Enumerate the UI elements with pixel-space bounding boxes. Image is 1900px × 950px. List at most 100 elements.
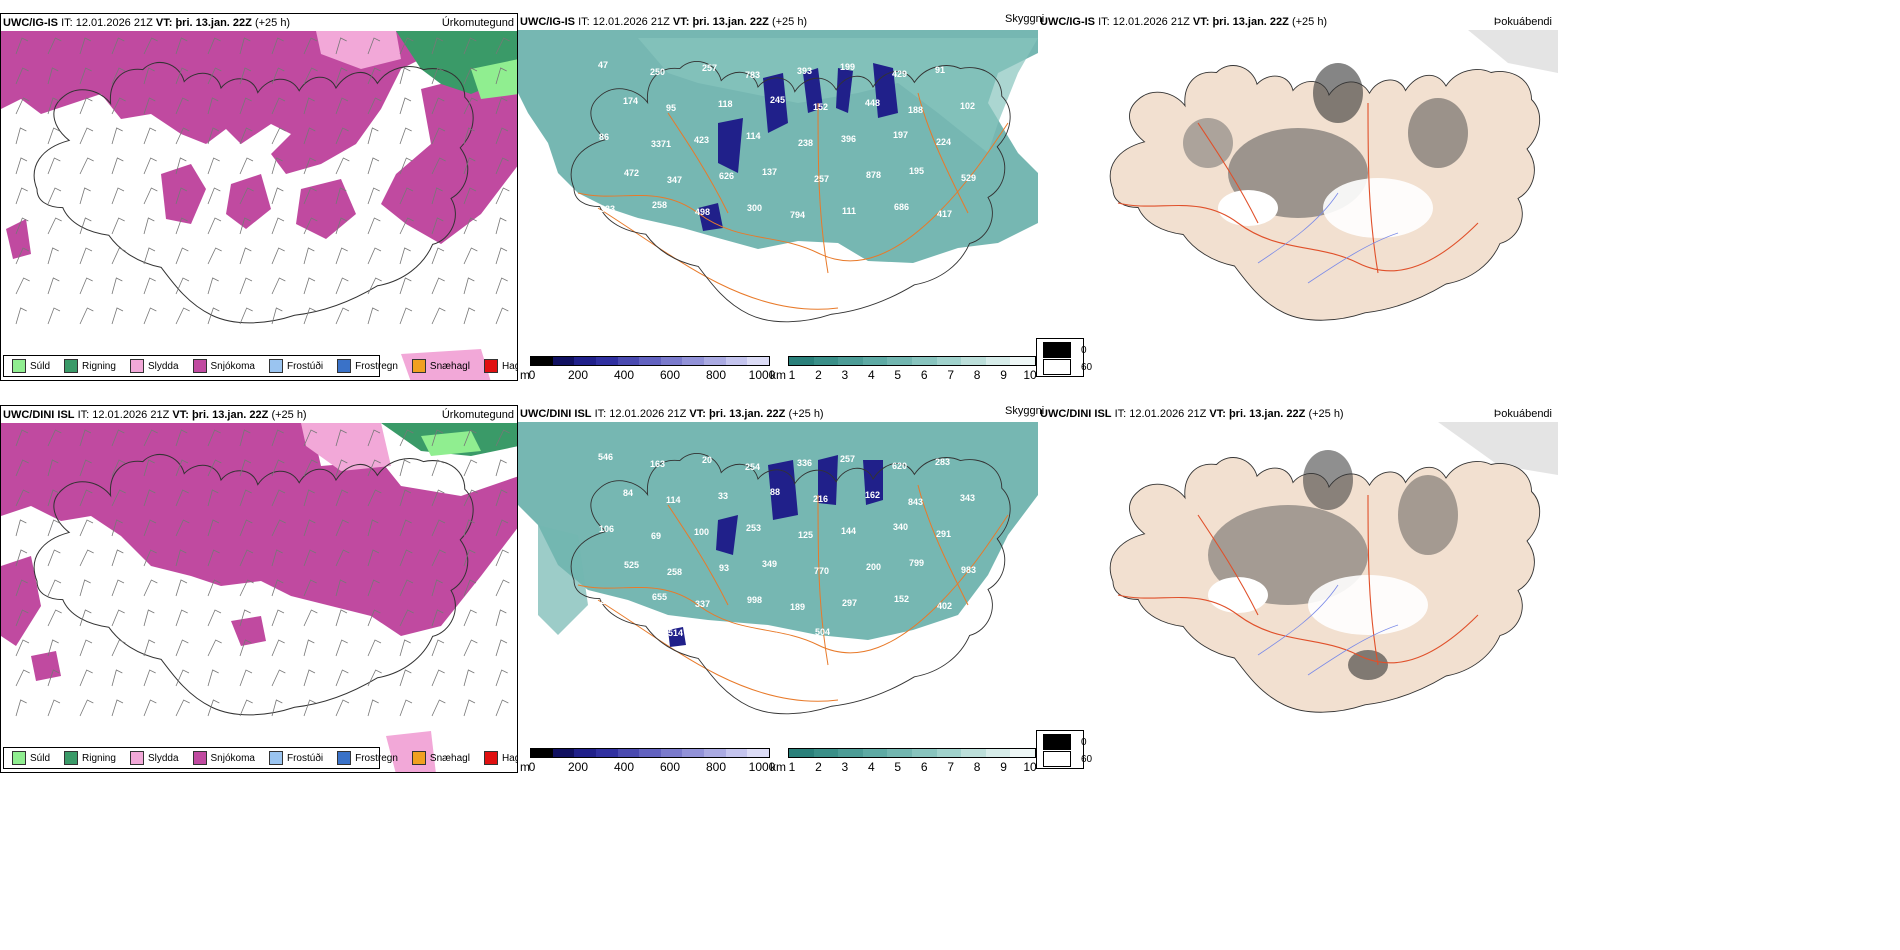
colorbar-tick: 6 (920, 368, 928, 381)
wind-barb (239, 127, 253, 145)
visibility-colorbar-track (788, 356, 1036, 366)
wind-barb (15, 489, 30, 507)
fog-indicator-map (1109, 30, 1558, 321)
wind-barb (111, 187, 125, 205)
wind-barb (175, 459, 189, 477)
colorbar-tick: 1 (788, 368, 796, 381)
cloud-base-value: 106 (599, 524, 614, 534)
wind-barb (399, 97, 412, 115)
wind-barb (463, 277, 475, 295)
cloud-base-values: 47 250 257 783 393 199 429 91 174 95 118 245 152 448 1… (598, 60, 976, 220)
cloud-base-value: 340 (893, 522, 908, 532)
wind-barb (463, 247, 478, 265)
legend-swatch (12, 359, 26, 373)
wind-barb (175, 639, 189, 657)
colorbar-tick: 1 (788, 760, 796, 773)
cloud-base-value: 224 (936, 137, 951, 147)
legend-label: Slydda (147, 752, 179, 764)
wind-barb (367, 127, 379, 145)
cloud-base-value: 95 (666, 103, 676, 113)
wind-barb (239, 187, 254, 205)
wind-barb (143, 489, 156, 507)
legend-item: Snæhagl (411, 359, 470, 373)
wind-barb (143, 579, 158, 597)
wind-barb (463, 97, 478, 115)
colorbar-segment (862, 749, 888, 757)
legend-label: Súld (30, 752, 51, 764)
colorbar-segment (617, 357, 640, 365)
wind-barb (495, 187, 510, 205)
wind-barb (431, 519, 446, 537)
wind-barb (463, 187, 477, 205)
colorbar-segment (704, 357, 726, 365)
rivers (1257, 192, 1399, 284)
wind-barb (463, 489, 478, 507)
wind-barb (239, 459, 252, 477)
wind-barb (495, 157, 509, 175)
legend-swatch (129, 751, 144, 765)
colorbar-tick: 7 (947, 760, 954, 773)
colorbar-segment (617, 749, 640, 757)
cloud-base-value: 86 (599, 132, 609, 142)
cloud-base-value: 238 (798, 138, 813, 148)
visibility-colorbar: km 1 2 3 4 5 6 7 8 9 10 (770, 356, 1037, 381)
colorbar-segment (887, 357, 912, 365)
cloud-base-value: 620 (892, 461, 907, 471)
cloud-base-value: 257 (702, 63, 717, 73)
wind-barb (303, 609, 318, 627)
wind-barb (495, 67, 507, 85)
panel-header: UWC/IG-IS IT: 12.01.2026 21Z VT: þri. 13… (1040, 16, 1328, 28)
cloud-base-values: 546 163 20 254 336 257 620 283 84 114 33 88 216 162 84… (598, 452, 976, 645)
wind-barb (143, 247, 156, 265)
fog-legend-swatch (1043, 734, 1071, 750)
legend-item: Súld (12, 359, 50, 373)
wind-barb (367, 97, 382, 115)
wind-barb (463, 609, 477, 627)
wind-barb (207, 67, 222, 85)
wind-barb (367, 429, 381, 447)
fog-haze (1468, 30, 1558, 73)
wind-barb (399, 67, 411, 85)
precip-type-map (1, 423, 517, 772)
colorbar-segment (887, 749, 912, 757)
wind-barb (111, 37, 125, 55)
wind-barb (175, 157, 187, 175)
wind-barb (47, 127, 60, 145)
wind-barb (79, 519, 94, 537)
wind-barb (111, 217, 125, 235)
cloud-visibility-map: 47 250 257 783 393 199 429 91 174 95 118 245 152 448 1… (518, 30, 1038, 323)
legend-item: Rigning (64, 751, 116, 765)
wind-barb (367, 519, 379, 537)
cloud-base-value: 91 (935, 65, 945, 75)
wind-barb (207, 699, 220, 717)
legend-item: Frostúði (268, 359, 323, 373)
wind-barb (271, 699, 283, 717)
legend-item: Haglél (483, 359, 517, 373)
legend-label: Frostúði (286, 752, 324, 764)
wind-barb (271, 489, 286, 507)
wind-barb (207, 459, 222, 477)
fog-legend-item: 60 (1043, 359, 1092, 375)
wind-barb (175, 187, 188, 205)
colorbar-segment (961, 749, 986, 757)
wind-barb (495, 579, 510, 597)
colorbar-tick: 1000 (748, 760, 776, 773)
wind-barb (367, 669, 382, 687)
wind-barb (111, 609, 125, 627)
legend-label: Snjókoma (210, 752, 255, 764)
wind-barbs (15, 429, 510, 717)
drizzle-area (471, 59, 517, 99)
wind-barb (239, 699, 253, 717)
cloud-base-value: 152 (813, 102, 828, 112)
visibility-colorbar: km 1 2 3 4 5 6 7 8 9 10 (770, 748, 1037, 773)
cloud-base-value: 199 (840, 62, 855, 72)
wind-barb (335, 669, 349, 687)
fog-indicator-panel: UWC/DINI ISL IT: 12.01.2026 21Z VT: þri.… (1038, 405, 1558, 773)
wind-barb (15, 97, 30, 115)
legend-item: Snæhagl (411, 751, 470, 765)
cloud-visibility-panel: 546 163 20 254 336 257 620 283 84 114 33 88 216 162 84… (518, 405, 1038, 773)
wind-barb (15, 519, 27, 537)
legend-item: Slydda (129, 751, 179, 765)
wind-barb (47, 429, 62, 447)
wind-barb (271, 459, 285, 477)
